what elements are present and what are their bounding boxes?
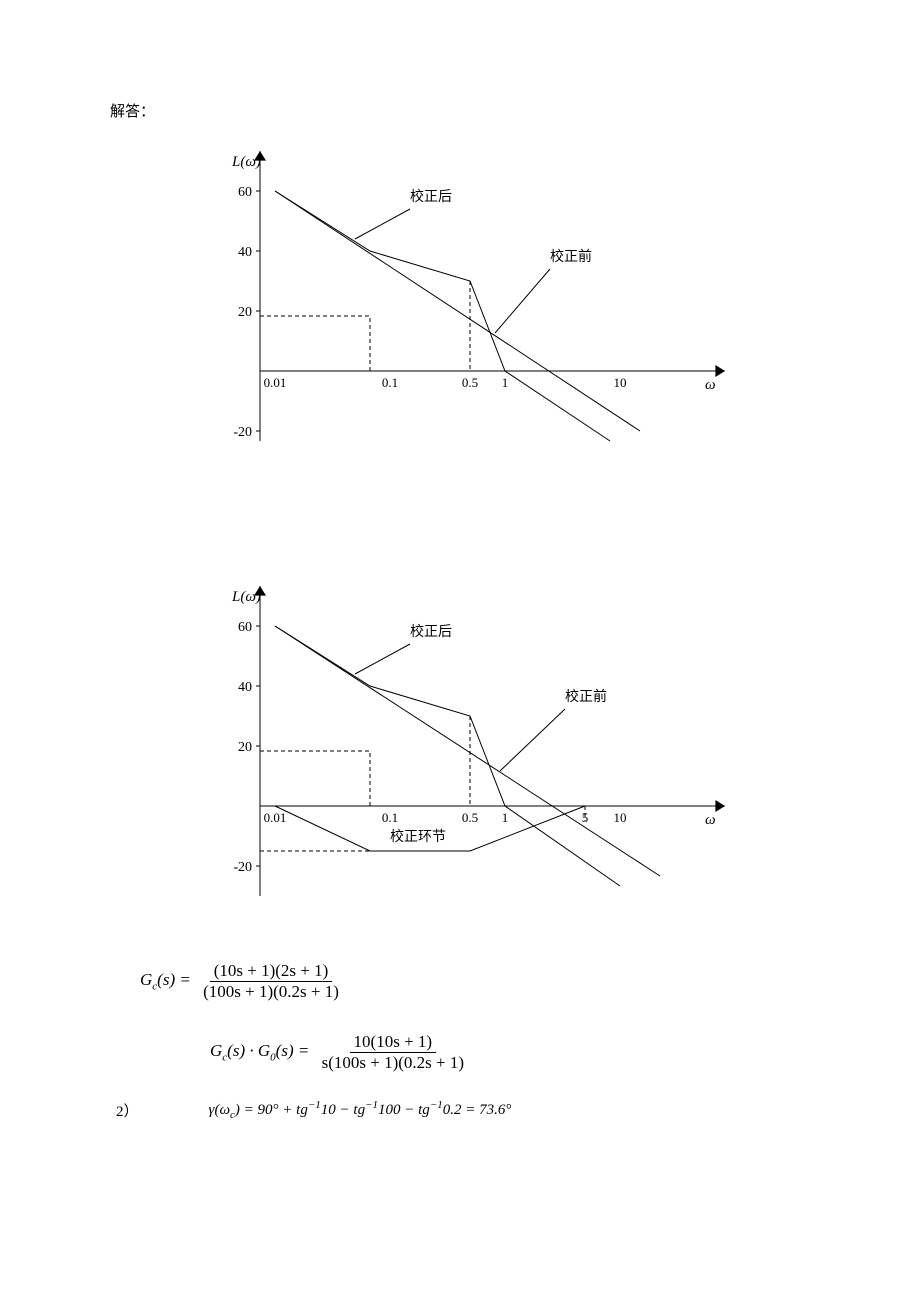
svg-text:校正环节: 校正环节 <box>390 828 446 845</box>
svg-text:20: 20 <box>238 740 252 755</box>
formula-gcg0: Gc(s) · G0(s) = 10(10s + 1) s(100s + 1)(… <box>210 1032 820 1073</box>
svg-text:60: 60 <box>238 185 252 200</box>
answer-label: 解答： <box>110 100 820 121</box>
svg-text:-20: -20 <box>233 860 252 875</box>
svg-text:0.5: 0.5 <box>462 375 478 390</box>
svg-text:L(ω): L(ω) <box>231 154 261 170</box>
formula-gamma-row: 2） γ(ωc) = 90° + tg−110 − tg−1100 − tg−1… <box>110 1099 820 1121</box>
svg-text:1: 1 <box>502 375 509 390</box>
item-number-2: 2） <box>116 1100 139 1121</box>
svg-text:1: 1 <box>502 810 509 825</box>
svg-text:0.1: 0.1 <box>382 810 398 825</box>
svg-text:校正前: 校正前 <box>550 248 592 265</box>
svg-text:0.01: 0.01 <box>264 375 287 390</box>
svg-text:0.01: 0.01 <box>264 810 287 825</box>
svg-text:20: 20 <box>238 305 252 320</box>
svg-text:L(ω): L(ω) <box>231 589 261 605</box>
formula-gc: Gc(s) = (10s + 1)(2s + 1) (100s + 1)(0.2… <box>140 961 820 1002</box>
svg-text:10: 10 <box>614 810 627 825</box>
svg-text:校正前: 校正前 <box>565 688 607 705</box>
svg-text:校正后: 校正后 <box>410 623 452 640</box>
svg-text:ω: ω <box>705 377 716 393</box>
svg-text:5: 5 <box>582 810 589 825</box>
bode-chart-1: L(ω) 60 40 20 -20 ω 0.01 0.1 0.5 1 10 校正后校正前 <box>180 131 820 466</box>
formula-gcg0-num: 10(10s + 1) <box>350 1032 437 1053</box>
formula-gc-den: (100s + 1)(0.2s + 1) <box>199 982 343 1002</box>
svg-text:0.1: 0.1 <box>382 375 398 390</box>
svg-text:10: 10 <box>614 375 627 390</box>
svg-text:0.5: 0.5 <box>462 810 478 825</box>
formula-gc-num: (10s + 1)(2s + 1) <box>210 961 333 982</box>
bode-chart-2: L(ω) 60 40 20 -20 ω 0.01 0.1 0.5 1 5 10 校正后校正前校正环节 <box>180 566 820 921</box>
svg-text:40: 40 <box>238 245 252 260</box>
svg-text:40: 40 <box>238 680 252 695</box>
svg-text:校正后: 校正后 <box>410 188 452 205</box>
formula-gcg0-den: s(100s + 1)(0.2s + 1) <box>318 1053 468 1073</box>
svg-text:ω: ω <box>705 812 716 828</box>
svg-text:60: 60 <box>238 620 252 635</box>
svg-text:-20: -20 <box>233 425 252 440</box>
